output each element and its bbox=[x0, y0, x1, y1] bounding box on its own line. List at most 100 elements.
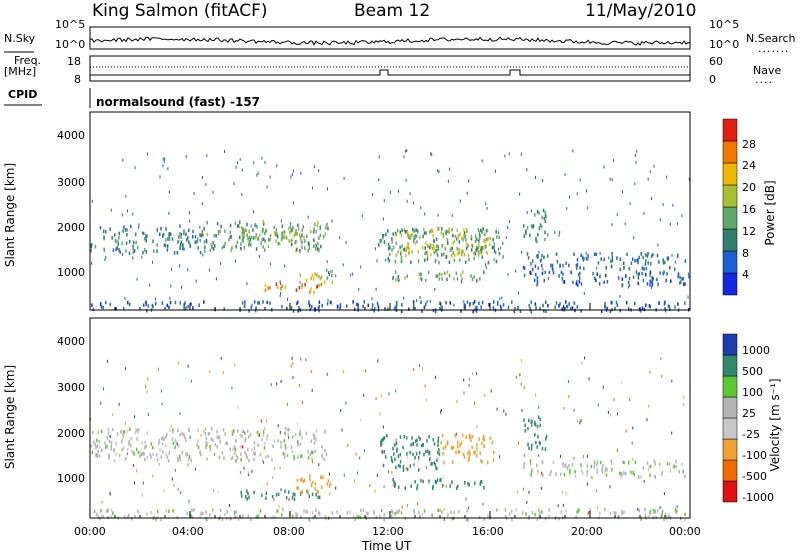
echo-cell bbox=[123, 306, 125, 311]
echo-cell bbox=[110, 440, 113, 445]
echo-cell bbox=[388, 392, 390, 396]
echo-cell bbox=[292, 376, 294, 380]
echo-cell bbox=[449, 301, 451, 305]
echo-cell bbox=[246, 429, 249, 433]
echo-cell bbox=[301, 228, 303, 232]
echo-cell bbox=[144, 457, 146, 462]
echo-cell bbox=[295, 229, 297, 233]
echo-cell bbox=[206, 457, 208, 461]
echo-cell bbox=[293, 455, 295, 459]
echo-cell bbox=[421, 309, 423, 313]
echo-cell bbox=[530, 462, 532, 466]
echo-cell bbox=[616, 449, 618, 452]
echo-cell bbox=[623, 471, 625, 475]
echo-cell bbox=[161, 301, 164, 305]
echo-cell bbox=[239, 471, 241, 475]
echo-cell bbox=[240, 490, 242, 495]
echo-cell bbox=[359, 515, 362, 520]
echo-cell bbox=[155, 297, 156, 301]
echo-cell bbox=[223, 307, 225, 311]
echo-cell bbox=[313, 436, 315, 440]
echo-cell bbox=[434, 287, 436, 291]
echo-cell bbox=[134, 481, 135, 485]
echo-cell bbox=[503, 409, 505, 413]
echo-cell bbox=[247, 473, 249, 477]
echo-cell bbox=[523, 487, 524, 491]
echo-cell bbox=[336, 510, 338, 514]
echo-cell bbox=[111, 236, 113, 240]
panel-frame bbox=[89, 111, 691, 311]
echo-cell bbox=[276, 382, 278, 386]
echo-cell bbox=[480, 480, 483, 484]
echo-cell bbox=[652, 508, 655, 513]
echo-cell bbox=[439, 301, 441, 305]
echo-cell bbox=[112, 413, 114, 416]
xlabel: Time UT bbox=[362, 539, 412, 553]
echo-cell bbox=[507, 272, 509, 276]
echo-cell bbox=[326, 260, 328, 264]
echo-cell bbox=[141, 231, 143, 235]
echo-cell bbox=[438, 452, 441, 456]
echo-cell bbox=[684, 474, 686, 479]
echo-cell bbox=[253, 490, 255, 495]
echo-cell bbox=[537, 434, 539, 439]
echo-cell bbox=[640, 252, 642, 256]
echo-cell bbox=[531, 424, 533, 427]
echo-cell bbox=[605, 466, 607, 471]
power-cells bbox=[90, 149, 690, 314]
echo-cell bbox=[481, 255, 484, 259]
echo-cell bbox=[152, 260, 153, 264]
echo-cell bbox=[605, 473, 608, 477]
echo-cell bbox=[275, 239, 277, 243]
echo-cell bbox=[229, 447, 231, 452]
echo-cell bbox=[455, 234, 457, 238]
echo-cell bbox=[290, 364, 292, 368]
echo-cell bbox=[617, 514, 620, 519]
echo-cell bbox=[523, 273, 526, 278]
echo-cell bbox=[179, 244, 181, 248]
echo-cell bbox=[597, 403, 599, 407]
echo-cell bbox=[391, 514, 393, 518]
velocity-colorbar-segment bbox=[722, 333, 738, 356]
echo-cell bbox=[253, 161, 255, 165]
power-colorbar-segment bbox=[722, 140, 738, 164]
echo-cell bbox=[203, 240, 206, 244]
echo-cell bbox=[647, 468, 649, 472]
echo-cell bbox=[469, 377, 471, 381]
echo-cell bbox=[112, 511, 114, 515]
echo-cell bbox=[303, 236, 305, 240]
echo-cell bbox=[396, 449, 398, 453]
echo-cell bbox=[526, 252, 529, 256]
echo-cell bbox=[486, 207, 488, 210]
echo-cell bbox=[265, 229, 268, 233]
echo-cell bbox=[565, 509, 567, 513]
echo-cell bbox=[273, 498, 275, 502]
echo-cell bbox=[251, 448, 253, 452]
echo-cell bbox=[417, 502, 419, 506]
echo-cell bbox=[611, 258, 614, 263]
echo-cell bbox=[354, 517, 357, 522]
echo-cell bbox=[254, 308, 257, 313]
echo-cell bbox=[397, 485, 400, 490]
echo-cell bbox=[526, 501, 528, 504]
echo-cell bbox=[239, 433, 242, 438]
echo-cell bbox=[266, 434, 269, 438]
echo-cell bbox=[550, 469, 552, 474]
echo-cell bbox=[267, 454, 269, 459]
echo-cell bbox=[295, 232, 297, 236]
echo-cell bbox=[135, 428, 137, 432]
echo-cell bbox=[380, 443, 382, 447]
echo-cell bbox=[562, 272, 564, 276]
echo-cell bbox=[437, 436, 440, 440]
echo-cell bbox=[566, 207, 568, 211]
echo-cell bbox=[631, 457, 633, 461]
echo-cell bbox=[284, 264, 286, 268]
echo-cell bbox=[315, 508, 317, 512]
echo-cell bbox=[145, 385, 147, 389]
echo-cell bbox=[190, 514, 192, 518]
echo-cell bbox=[328, 273, 330, 276]
echo-cell bbox=[226, 509, 228, 514]
echo-cell bbox=[638, 255, 641, 260]
echo-cell bbox=[576, 192, 578, 196]
echo-cell bbox=[433, 246, 435, 250]
